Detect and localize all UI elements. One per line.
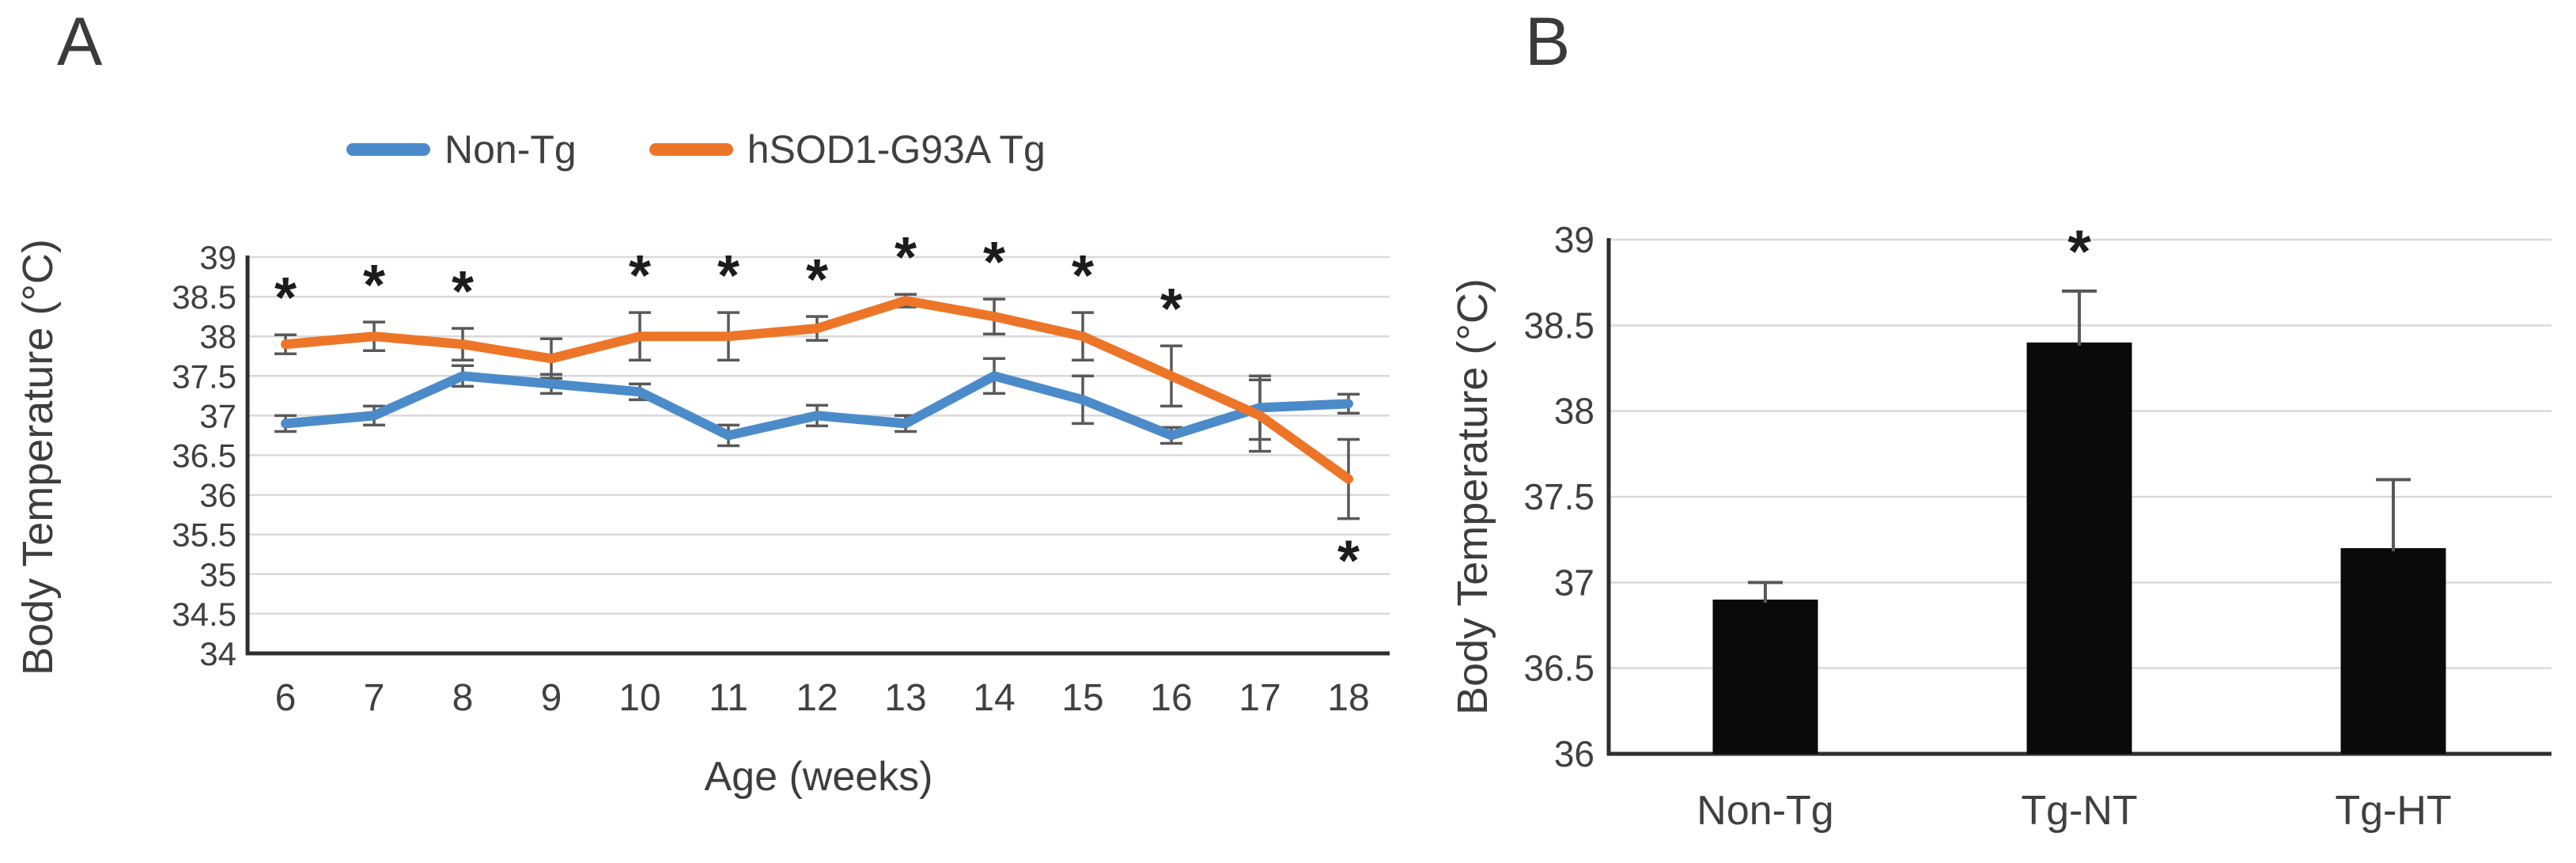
x-tick-label: 11 xyxy=(709,677,748,719)
series-line-hsod1-g93a-tg xyxy=(281,296,1353,484)
bar-tg-ht xyxy=(2340,548,2446,754)
y-tick-label: 38 xyxy=(199,318,236,355)
y-tick-label: 36 xyxy=(199,477,236,514)
panel-a-label: A xyxy=(57,4,103,80)
significance-asterisk: * xyxy=(1337,530,1360,593)
y-tick-label: 37 xyxy=(1554,562,1594,603)
bar-non-tg xyxy=(1712,600,1818,754)
legend-label-hsod1-g93a-tg: hSOD1-G93A Tg xyxy=(747,127,1046,172)
panel-a-x-axis-title: Age (weeks) xyxy=(704,754,933,800)
legend-item-non-tg: Non-Tg xyxy=(346,127,577,172)
category-label: Tg-HT xyxy=(2335,788,2451,834)
category-label: Non-Tg xyxy=(1697,788,1833,834)
x-tick-label: 8 xyxy=(452,677,474,719)
x-tick-label: 17 xyxy=(1239,677,1280,719)
x-tick-label: 15 xyxy=(1061,677,1103,719)
significance-asterisk: * xyxy=(717,244,740,308)
y-tick-label: 36.5 xyxy=(1523,648,1594,689)
x-tick-label: 14 xyxy=(973,677,1015,719)
panel-b-bar-chart: 39 38.5 38 37.5 37 36.5 36 Non-Tg Tg-NT * Tg-HT xyxy=(1523,218,2551,834)
series-line-non-tg xyxy=(281,371,1353,441)
y-tick-label: 34.5 xyxy=(172,596,236,633)
x-tick-label: 12 xyxy=(796,677,838,719)
y-tick-label: 39 xyxy=(1554,219,1594,260)
significance-asterisk: * xyxy=(1072,244,1094,308)
significance-asterisk: * xyxy=(895,226,917,290)
bar-tg-nt xyxy=(2026,343,2132,754)
legend-swatch-non-tg xyxy=(346,143,430,156)
panel-b-label: B xyxy=(1525,4,1571,80)
y-tick-label: 38 xyxy=(1554,391,1594,432)
significance-asterisk: * xyxy=(363,254,385,317)
x-tick-label: 7 xyxy=(364,677,385,719)
significance-asterisk: * xyxy=(274,267,297,330)
y-tick-label: 35.5 xyxy=(172,517,236,554)
x-tick-label: 16 xyxy=(1150,677,1192,719)
significance-asterisk: * xyxy=(2067,218,2091,286)
legend-swatch-hsod1-g93a-tg xyxy=(649,143,733,156)
y-tick-label: 37.5 xyxy=(172,358,236,395)
category-label: Tg-NT xyxy=(2021,788,2137,834)
y-tick-label: 38.5 xyxy=(1523,305,1594,346)
x-tick-label: 6 xyxy=(275,677,297,719)
y-tick-label: 36 xyxy=(1554,733,1594,774)
legend-item-hsod1-g93a-tg: hSOD1-G93A Tg xyxy=(649,127,1046,172)
y-tick-label: 35 xyxy=(199,556,236,593)
y-tick-label: 38.5 xyxy=(172,278,236,316)
x-tick-label: 13 xyxy=(884,677,926,719)
x-tick-label: 10 xyxy=(618,677,660,719)
y-tick-label: 36.5 xyxy=(172,437,236,475)
legend-label-non-tg: Non-Tg xyxy=(444,127,577,172)
significance-asterisk: * xyxy=(452,260,474,324)
x-tick-label: 9 xyxy=(541,677,562,719)
significance-asterisk: * xyxy=(983,231,1005,294)
y-tick-label: 37.5 xyxy=(1523,476,1594,517)
significance-asterisk: * xyxy=(1160,278,1182,341)
significance-asterisk: * xyxy=(629,244,651,308)
y-tick-label: 37 xyxy=(199,397,236,434)
x-tick-label: 18 xyxy=(1327,677,1369,719)
legend: Non-Tg hSOD1-G93A Tg xyxy=(346,127,1046,172)
y-tick-label: 39 xyxy=(199,239,236,276)
y-tick-label: 34 xyxy=(199,635,236,672)
significance-asterisk: * xyxy=(806,248,828,312)
